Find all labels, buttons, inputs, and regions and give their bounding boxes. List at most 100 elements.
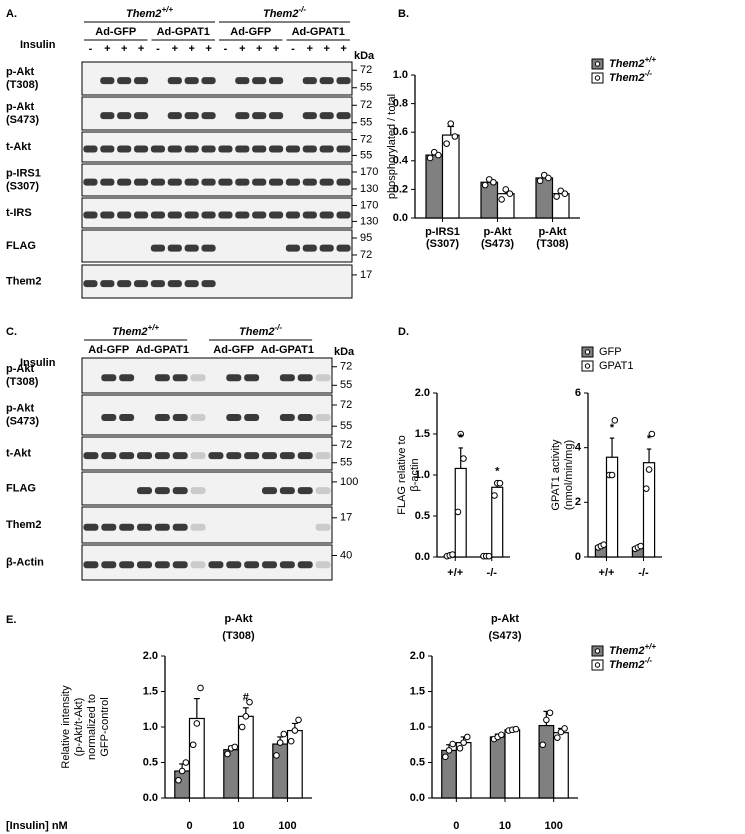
band [319,112,334,120]
band [268,112,284,120]
row-label: (S473) [6,415,39,427]
row-label: t-Akt [6,141,31,153]
band [184,178,199,186]
lane-label: + [172,43,178,55]
band [172,414,188,421]
x-tick-label: -/- [487,567,498,579]
band [244,452,260,460]
y-tick-label: 0.5 [143,756,158,768]
band [226,561,242,569]
band [336,244,351,252]
row-label: (S307) [6,180,39,192]
blot-strip [81,471,333,506]
data-point [539,741,547,749]
row-label: (S473) [6,114,39,126]
chart-title: p-Akt [224,613,252,625]
band [117,77,132,85]
band [279,561,295,569]
lane-label: + [138,43,144,55]
legend-label: GFP [599,346,622,358]
x-tick-label: 100 [278,820,296,832]
lane-label: + [239,43,245,55]
group-label-base: Them2 [239,326,274,338]
marker-label: 55 [360,117,372,129]
band [119,414,135,421]
band [172,374,188,382]
legend-label-base: Them2 [609,645,644,657]
y-tick-label: 4 [575,442,582,454]
band [226,452,242,460]
y-tick-label: 1.5 [143,685,158,697]
band [101,523,117,531]
bar [504,729,521,799]
blot-strip [81,436,333,471]
band [100,178,115,186]
band [302,211,317,219]
data-point [611,417,619,424]
band [336,211,351,219]
lane-label: - [89,43,93,55]
x-axis-label: [Insulin] nM [6,820,68,832]
band [190,414,206,421]
data-point [600,541,608,549]
legend-label-base: Them2 [609,659,644,671]
band [154,414,170,421]
band [297,452,313,460]
y-tick-label: 0.8 [393,98,408,110]
y-axis-label: (p-Akt/t-Akt) [73,698,85,757]
band [83,145,98,153]
band [119,374,135,382]
lane-label: + [256,43,262,55]
data-point [449,740,456,748]
band [167,211,182,219]
band [100,145,115,153]
marker-label: 130 [360,183,378,195]
x-tick-label: 100 [544,820,562,832]
data-point [485,552,493,560]
row-label: (T308) [6,376,39,388]
y-axis-label: GPAT1 activity [550,439,562,511]
band [83,178,98,186]
data-point [553,193,560,200]
y-tick-label: 0.0 [143,792,158,804]
data-point [445,747,453,754]
group-label-base: Them2 [126,8,161,20]
row-label: β-Actin [6,556,44,568]
row-label: p-IRS1 [6,167,41,179]
data-point [231,743,239,751]
band [154,561,170,569]
band [315,414,331,421]
band [208,561,224,569]
band [315,487,331,495]
band [83,280,98,288]
y-tick-label: 0.4 [393,155,409,167]
data-point [502,186,510,193]
y-tick-label: 0.5 [410,756,425,768]
band [297,561,313,569]
marker-label: 55 [360,82,372,94]
group-label-base: Them2 [263,8,298,20]
band [150,178,166,186]
x-tick-label: (S473) [481,238,514,250]
band [167,244,182,252]
band [302,145,317,153]
legend-label: Them2+/+ [609,642,656,657]
legend-label: GPAT1 [599,360,633,372]
legend-dot [584,349,591,355]
band [201,280,216,288]
panel-label: A. [6,8,17,20]
data-point [645,466,653,473]
data-point [463,733,471,741]
band [252,178,267,186]
band [167,280,182,288]
data-point [426,154,434,162]
band [117,211,132,219]
treatment-label: Ad-GFP [95,26,136,38]
legend-label: Them2-/- [609,656,652,671]
band [244,414,260,421]
marker-label: 100 [340,476,358,488]
data-point [238,723,246,731]
band [117,145,132,153]
band [302,77,317,85]
data-point [451,133,459,140]
